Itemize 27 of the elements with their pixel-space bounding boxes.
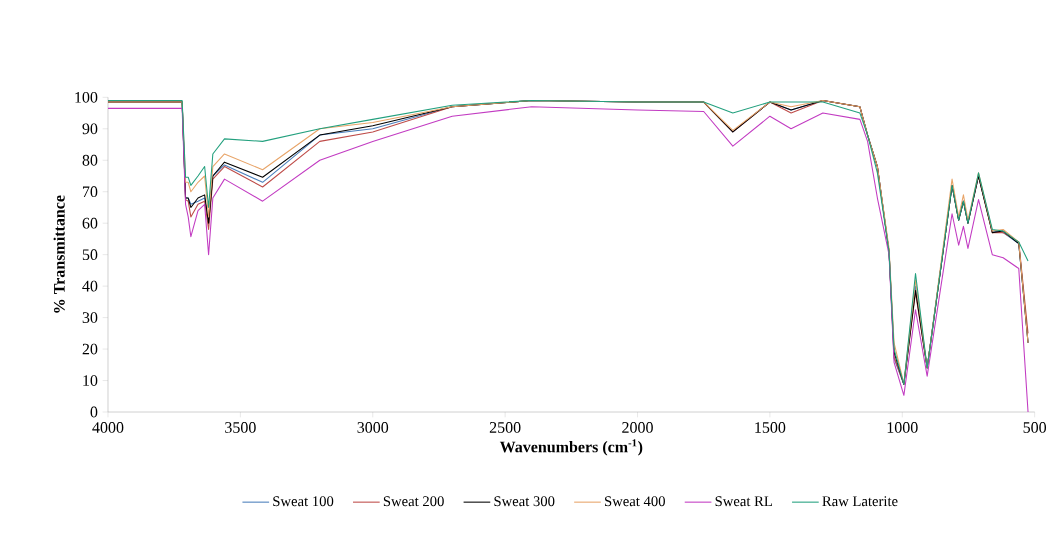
y-tick-label: 0 xyxy=(90,406,98,418)
legend-label: Sweat 100 xyxy=(273,496,334,507)
y-tick-label: 100 xyxy=(75,91,98,103)
y-tick-label: 10 xyxy=(83,375,98,386)
y-tick-label: 70 xyxy=(82,186,98,198)
legend-label: Sweat 400 xyxy=(605,496,665,507)
x-tick-label: 1000 xyxy=(887,422,918,433)
x-tick-label: 2000 xyxy=(622,422,653,433)
y-axis-title: % Transmittance xyxy=(53,195,65,313)
y-tick-label: 80 xyxy=(82,154,98,166)
y-tick-label: 20 xyxy=(82,343,98,355)
x-tick-label: 4000 xyxy=(92,422,124,433)
y-tick-label: 50 xyxy=(82,249,98,261)
x-tick-label: 3000 xyxy=(357,422,389,433)
x-tick-label: 3500 xyxy=(225,422,256,433)
y-tick-label: 60 xyxy=(82,217,98,229)
y-tick-label: 90 xyxy=(82,123,98,135)
legend-label: Sweat RL xyxy=(715,496,772,507)
legend-label: Sweat 300 xyxy=(494,496,555,507)
x-tick-label: 1500 xyxy=(755,422,786,433)
y-tick-label: 40 xyxy=(82,280,98,292)
x-tick-label: 500 xyxy=(1023,422,1047,433)
legend-label: Sweat 200 xyxy=(383,496,444,507)
y-tick-label: 30 xyxy=(82,312,98,323)
legend-label: Raw Laterite xyxy=(822,496,898,507)
x-tick-label: 2500 xyxy=(489,422,521,433)
x-axis-title: Wavenumbers (cm$^{-1}$) xyxy=(499,439,643,456)
